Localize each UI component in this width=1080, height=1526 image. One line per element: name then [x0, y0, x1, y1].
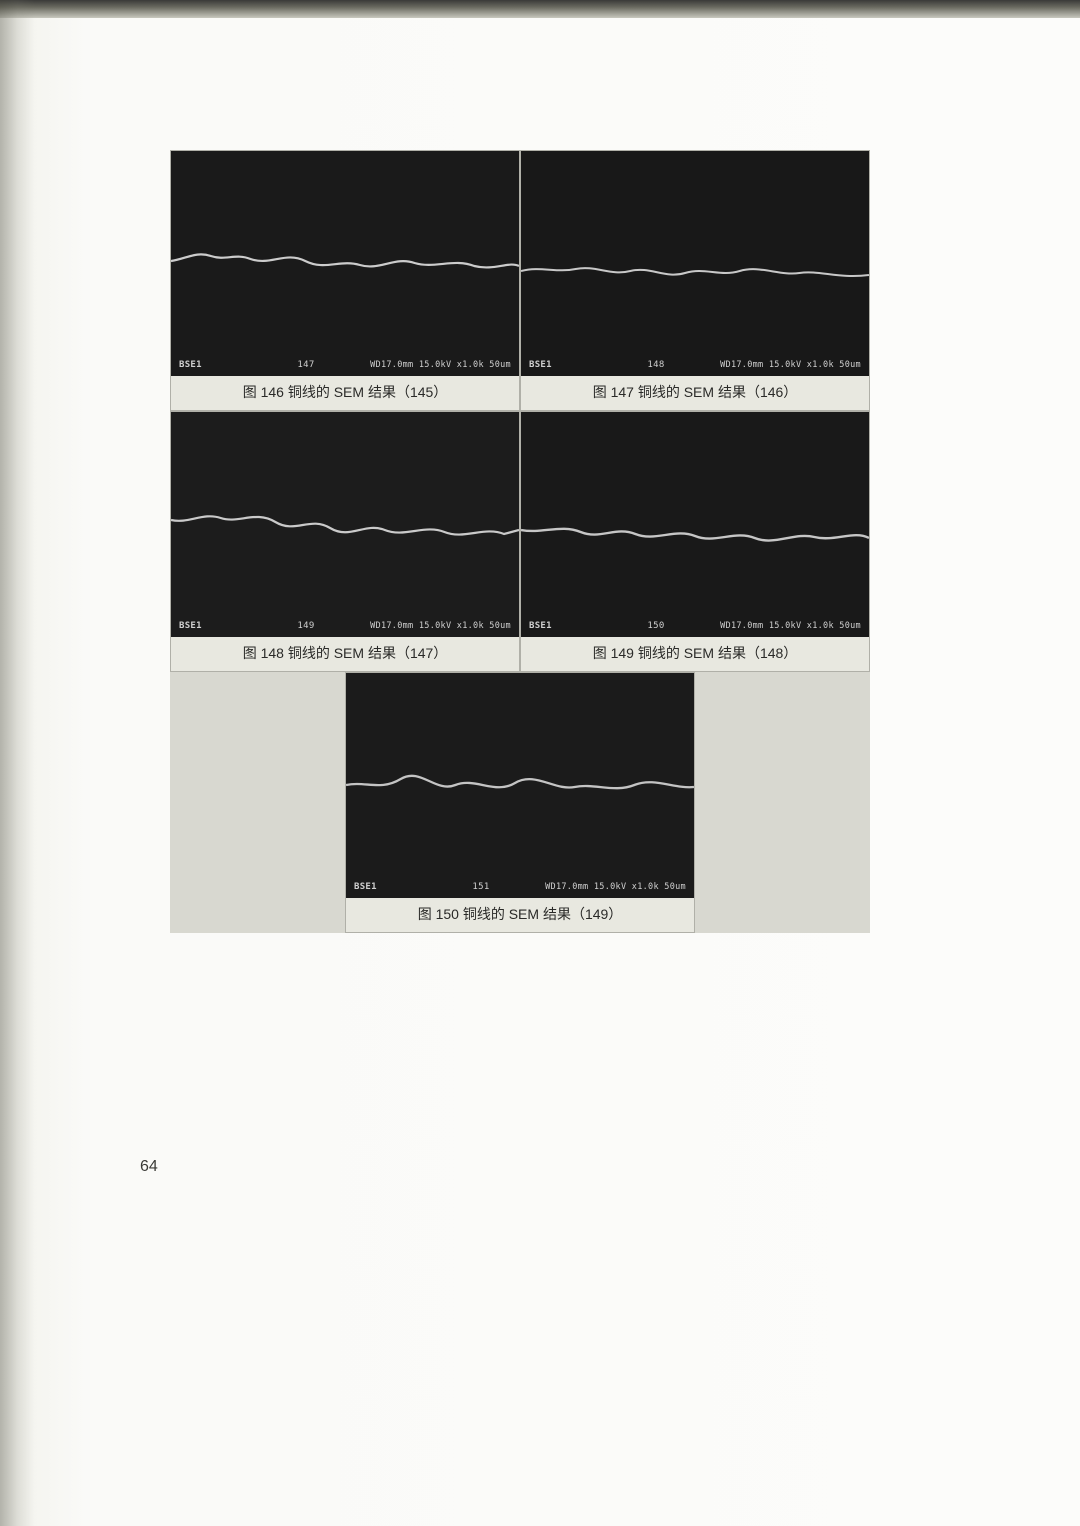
sem-grid-row3: BSE1 151 WD17.0mm 15.0kV x1.0k 50um 图 15…	[170, 672, 870, 933]
scan-top-edge	[0, 0, 1080, 18]
sem-detector-label: BSE1	[529, 621, 552, 631]
figure-caption-149: 图 149 铜线的 SEM 结果（148）	[521, 637, 869, 671]
figure-caption-147: 图 147 铜线的 SEM 结果（146）	[521, 376, 869, 410]
sem-trace-icon	[521, 151, 869, 376]
figure-caption-148: 图 148 铜线的 SEM 结果（147）	[171, 637, 519, 671]
sem-info-bar: BSE1 151 WD17.0mm 15.0kV x1.0k 50um	[346, 882, 694, 892]
sem-detector-label: BSE1	[529, 360, 552, 370]
sem-panel-146: BSE1 147 WD17.0mm 15.0kV x1.0k 50um 图 14…	[170, 150, 520, 411]
sem-panel-149: BSE1 150 WD17.0mm 15.0kV x1.0k 50um 图 14…	[520, 411, 870, 672]
sem-trace-icon	[171, 412, 519, 637]
sem-info-bar: BSE1 149 WD17.0mm 15.0kV x1.0k 50um	[171, 621, 519, 631]
sem-sample-number: 148	[607, 360, 664, 370]
sem-sample-number: 149	[257, 621, 314, 631]
sem-detector-label: BSE1	[179, 621, 202, 631]
sem-info-bar: BSE1 150 WD17.0mm 15.0kV x1.0k 50um	[521, 621, 869, 631]
sem-panel-147: BSE1 148 WD17.0mm 15.0kV x1.0k 50um 图 14…	[520, 150, 870, 411]
sem-params: WD17.0mm 15.0kV x1.0k 50um	[545, 882, 686, 892]
sem-detector-label: BSE1	[354, 882, 377, 892]
page-number: 64	[140, 1158, 158, 1176]
sem-sample-number: 151	[432, 882, 489, 892]
sem-image-148: BSE1 149 WD17.0mm 15.0kV x1.0k 50um	[171, 412, 519, 637]
sem-panel-148: BSE1 149 WD17.0mm 15.0kV x1.0k 50um 图 14…	[170, 411, 520, 672]
sem-info-bar: BSE1 148 WD17.0mm 15.0kV x1.0k 50um	[521, 360, 869, 370]
document-page: BSE1 147 WD17.0mm 15.0kV x1.0k 50um 图 14…	[0, 0, 1080, 1526]
figure-caption-150: 图 150 铜线的 SEM 结果（149）	[346, 898, 694, 932]
sem-sample-number: 150	[607, 621, 664, 631]
sem-image-146: BSE1 147 WD17.0mm 15.0kV x1.0k 50um	[171, 151, 519, 376]
sem-sample-number: 147	[257, 360, 314, 370]
sem-grid-row1-2: BSE1 147 WD17.0mm 15.0kV x1.0k 50um 图 14…	[170, 150, 870, 672]
figure-caption-146: 图 146 铜线的 SEM 结果（145）	[171, 376, 519, 410]
sem-trace-icon	[521, 412, 869, 637]
sem-image-147: BSE1 148 WD17.0mm 15.0kV x1.0k 50um	[521, 151, 869, 376]
sem-panel-150: BSE1 151 WD17.0mm 15.0kV x1.0k 50um 图 15…	[345, 672, 695, 933]
sem-trace-icon	[171, 151, 519, 376]
sem-image-150: BSE1 151 WD17.0mm 15.0kV x1.0k 50um	[346, 673, 694, 898]
sem-image-149: BSE1 150 WD17.0mm 15.0kV x1.0k 50um	[521, 412, 869, 637]
sem-detector-label: BSE1	[179, 360, 202, 370]
sem-params: WD17.0mm 15.0kV x1.0k 50um	[370, 360, 511, 370]
book-spine-shadow	[0, 0, 35, 1526]
sem-trace-icon	[346, 673, 694, 898]
sem-params: WD17.0mm 15.0kV x1.0k 50um	[720, 621, 861, 631]
sem-params: WD17.0mm 15.0kV x1.0k 50um	[370, 621, 511, 631]
sem-params: WD17.0mm 15.0kV x1.0k 50um	[720, 360, 861, 370]
figure-grid: BSE1 147 WD17.0mm 15.0kV x1.0k 50um 图 14…	[170, 150, 870, 933]
sem-info-bar: BSE1 147 WD17.0mm 15.0kV x1.0k 50um	[171, 360, 519, 370]
